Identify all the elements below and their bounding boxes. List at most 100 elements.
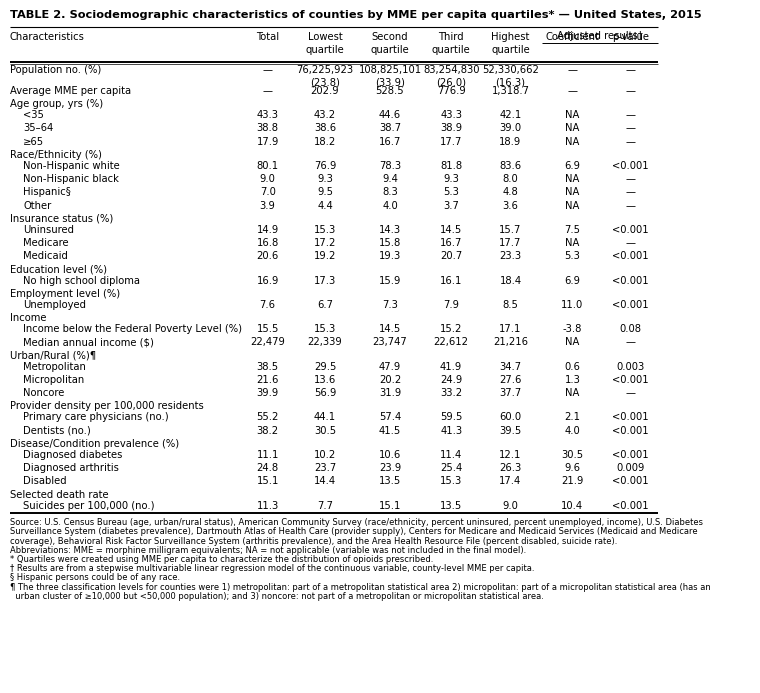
Text: 15.9: 15.9 [378, 276, 401, 286]
Text: 13.6: 13.6 [314, 375, 336, 385]
Text: 18.2: 18.2 [314, 137, 336, 147]
Text: Population no. (%): Population no. (%) [10, 65, 101, 75]
Text: 57.4: 57.4 [379, 412, 401, 423]
Text: 23,747: 23,747 [372, 337, 407, 347]
Text: NA: NA [565, 201, 580, 211]
Text: 38.2: 38.2 [257, 426, 279, 436]
Text: Non-Hispanic white: Non-Hispanic white [23, 161, 120, 171]
Text: 21,216: 21,216 [493, 337, 528, 347]
Text: No high school diploma: No high school diploma [23, 276, 140, 286]
Text: 6.7: 6.7 [317, 300, 333, 310]
Text: 9.3: 9.3 [317, 174, 333, 184]
Text: 17.7: 17.7 [440, 137, 462, 147]
Text: NA: NA [565, 238, 580, 248]
Text: 15.3: 15.3 [314, 225, 336, 235]
Text: 52,330,662
(16.3): 52,330,662 (16.3) [482, 65, 539, 87]
Text: 7.6: 7.6 [260, 300, 276, 310]
Text: 4.0: 4.0 [382, 201, 398, 211]
Text: Noncore: Noncore [23, 388, 65, 398]
Text: 7.0: 7.0 [260, 187, 276, 198]
Text: Urban/Rural (%)¶: Urban/Rural (%)¶ [10, 351, 97, 360]
Text: 13.5: 13.5 [379, 476, 401, 486]
Text: —: — [263, 86, 273, 96]
Text: 21.9: 21.9 [561, 476, 584, 486]
Text: 80.1: 80.1 [257, 161, 279, 171]
Text: 9.4: 9.4 [382, 174, 398, 184]
Text: Source: U.S. Census Bureau (age, urban/rural status), American Community Survey : Source: U.S. Census Bureau (age, urban/r… [10, 518, 703, 527]
Text: Third
quartile: Third quartile [432, 33, 470, 55]
Text: 14.4: 14.4 [314, 476, 336, 486]
Text: 7.3: 7.3 [382, 300, 398, 310]
Text: 23.9: 23.9 [379, 463, 401, 473]
Text: 1.3: 1.3 [565, 375, 581, 385]
Text: —: — [263, 65, 273, 75]
Text: 776.9: 776.9 [437, 86, 466, 96]
Text: Other: Other [23, 201, 51, 211]
Text: Insurance status (%): Insurance status (%) [10, 214, 113, 224]
Text: 0.003: 0.003 [616, 362, 644, 371]
Text: <0.001: <0.001 [613, 375, 649, 385]
Text: 11.0: 11.0 [562, 300, 584, 310]
Text: 47.9: 47.9 [379, 362, 401, 371]
Text: Age group, yrs (%): Age group, yrs (%) [10, 99, 103, 109]
Text: 15.8: 15.8 [379, 238, 401, 248]
Text: p-value: p-value [612, 33, 649, 42]
Text: <0.001: <0.001 [613, 161, 649, 171]
Text: <0.001: <0.001 [613, 276, 649, 286]
Text: 3.6: 3.6 [502, 201, 518, 211]
Text: 17.1: 17.1 [499, 324, 521, 334]
Text: 202.9: 202.9 [311, 86, 339, 96]
Text: 35–64: 35–64 [23, 123, 53, 133]
Text: 9.0: 9.0 [260, 174, 276, 184]
Text: 19.2: 19.2 [314, 252, 336, 261]
Text: 13.5: 13.5 [440, 500, 462, 511]
Text: Employment level (%): Employment level (%) [10, 289, 120, 299]
Text: 83,254,830
(26.0): 83,254,830 (26.0) [423, 65, 480, 87]
Text: 15.5: 15.5 [256, 324, 279, 334]
Text: Coefficient: Coefficient [546, 33, 600, 42]
Text: Hispanic§: Hispanic§ [23, 187, 71, 198]
Text: <35: <35 [23, 110, 44, 120]
Text: 17.7: 17.7 [499, 238, 521, 248]
Text: * Quartiles were created using MME per capita to characterize the distribution o: * Quartiles were created using MME per c… [10, 555, 433, 564]
Text: NA: NA [565, 337, 580, 347]
Text: 7.5: 7.5 [565, 225, 581, 235]
Text: Diagnosed arthritis: Diagnosed arthritis [23, 463, 119, 473]
Text: Metropolitan: Metropolitan [23, 362, 86, 371]
Text: 16.8: 16.8 [257, 238, 279, 248]
Text: Medicaid: Medicaid [23, 252, 68, 261]
Text: NA: NA [565, 388, 580, 398]
Text: 76.9: 76.9 [314, 161, 336, 171]
Text: 30.5: 30.5 [314, 426, 336, 436]
Text: 15.3: 15.3 [440, 476, 462, 486]
Text: Abbreviations: MME = morphine milligram equivalents; NA = not applicable (variab: Abbreviations: MME = morphine milligram … [10, 546, 526, 555]
Text: 31.9: 31.9 [379, 388, 401, 398]
Text: 6.9: 6.9 [565, 161, 581, 171]
Text: 11.1: 11.1 [256, 450, 279, 460]
Text: Selected death rate: Selected death rate [10, 490, 109, 500]
Text: 4.0: 4.0 [565, 426, 581, 436]
Text: <0.001: <0.001 [613, 412, 649, 423]
Text: ≥65: ≥65 [23, 137, 44, 147]
Text: 22,479: 22,479 [250, 337, 285, 347]
Text: 55.2: 55.2 [256, 412, 279, 423]
Text: 11.3: 11.3 [257, 500, 279, 511]
Text: 39.5: 39.5 [499, 426, 521, 436]
Text: —: — [625, 110, 635, 120]
Text: 3.9: 3.9 [260, 201, 276, 211]
Text: 24.8: 24.8 [257, 463, 279, 473]
Text: -3.8: -3.8 [562, 324, 582, 334]
Text: Suicides per 100,000 (no.): Suicides per 100,000 (no.) [23, 500, 154, 511]
Text: Race/Ethnicity (%): Race/Ethnicity (%) [10, 150, 102, 160]
Text: 20.6: 20.6 [257, 252, 279, 261]
Text: 41.5: 41.5 [379, 426, 401, 436]
Text: coverage), Behavioral Risk Factor Surveillance System (arthritis prevalence), an: coverage), Behavioral Risk Factor Survei… [10, 536, 617, 545]
Text: Median annual income ($): Median annual income ($) [23, 337, 154, 347]
Text: 38.5: 38.5 [257, 362, 279, 371]
Text: 41.3: 41.3 [440, 426, 462, 436]
Text: 23.3: 23.3 [499, 252, 521, 261]
Text: Disabled: Disabled [23, 476, 67, 486]
Text: 43.3: 43.3 [440, 110, 462, 120]
Text: 44.6: 44.6 [379, 110, 401, 120]
Text: 43.2: 43.2 [314, 110, 336, 120]
